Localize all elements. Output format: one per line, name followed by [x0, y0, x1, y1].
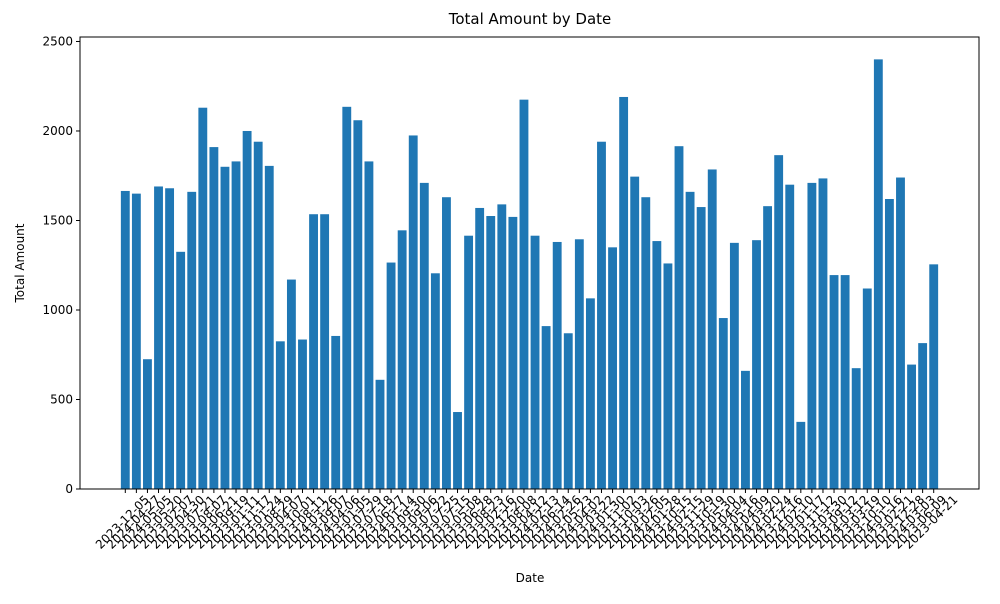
- plot-frame: [79, 36, 980, 490]
- bar: [298, 339, 307, 489]
- bar: [253, 141, 263, 489]
- bar: [619, 96, 629, 489]
- bar: [608, 247, 617, 489]
- bar: [176, 251, 186, 489]
- bar: [663, 263, 673, 489]
- y-tick-label: 1500: [42, 213, 73, 227]
- bar: [408, 135, 418, 489]
- bar: [353, 120, 363, 490]
- bar: [397, 230, 407, 489]
- bar: [918, 343, 928, 489]
- bar: [430, 273, 440, 489]
- bar: [187, 191, 197, 489]
- bar: [818, 178, 828, 489]
- y-tick-label: 0: [65, 482, 73, 496]
- bar: [752, 240, 761, 489]
- bar: [375, 379, 385, 489]
- bar: [165, 188, 175, 489]
- bar: [131, 193, 141, 489]
- bar: [796, 421, 806, 489]
- bar: [884, 199, 894, 489]
- bar: [486, 216, 496, 490]
- bar: [275, 341, 285, 489]
- y-tick-label: 2500: [42, 34, 73, 48]
- bar: [198, 107, 208, 489]
- bar: [685, 191, 695, 489]
- bar: [497, 204, 507, 489]
- bar: [342, 106, 352, 490]
- bar: [453, 412, 462, 489]
- bar: [386, 262, 396, 489]
- bar: [729, 242, 739, 489]
- bar: [264, 165, 274, 489]
- bar: [574, 239, 584, 489]
- bar: [597, 141, 606, 489]
- bar: [530, 235, 540, 489]
- bar: [154, 186, 163, 489]
- bar: [840, 275, 850, 489]
- bar: [851, 368, 861, 489]
- bar: [309, 214, 318, 490]
- bar: [209, 147, 219, 489]
- bar: [807, 182, 817, 489]
- bar: [464, 235, 474, 489]
- bar: [741, 370, 750, 489]
- bar: [585, 298, 595, 489]
- bar: [563, 333, 573, 489]
- bar: [785, 184, 795, 489]
- bar: [419, 182, 429, 489]
- bar: [508, 216, 518, 489]
- bar: [442, 197, 451, 489]
- bar: [652, 241, 662, 489]
- bar: [696, 207, 706, 490]
- bar: [220, 166, 230, 490]
- bar: [862, 288, 872, 489]
- bar: [519, 99, 529, 489]
- y-tick-label: 500: [50, 392, 73, 406]
- bar: [707, 169, 717, 489]
- bar: [552, 241, 562, 489]
- bar: [774, 155, 784, 489]
- y-axis-label: Total Amount: [13, 223, 27, 303]
- bar: [231, 161, 241, 490]
- bar: [896, 177, 905, 489]
- bar: [143, 359, 152, 489]
- bar: [286, 279, 296, 489]
- chart-title: Total Amount by Date: [448, 10, 612, 28]
- bar: [718, 318, 728, 489]
- bar: [674, 146, 684, 489]
- bar: [242, 130, 252, 489]
- y-tick-label: 1000: [42, 303, 73, 317]
- bar: [364, 161, 374, 490]
- bar: [541, 326, 551, 489]
- bar: [320, 214, 330, 490]
- bar: [763, 206, 773, 489]
- bar: [641, 197, 651, 489]
- bar: [331, 335, 341, 489]
- bar: [630, 176, 640, 489]
- bar: [907, 364, 916, 489]
- y-tick-label: 2000: [42, 124, 73, 138]
- x-axis-label: Date: [516, 571, 545, 585]
- bar: [929, 264, 939, 489]
- bar: [475, 207, 485, 489]
- bar: [829, 275, 839, 489]
- bar: [873, 59, 883, 490]
- bar: [120, 190, 130, 489]
